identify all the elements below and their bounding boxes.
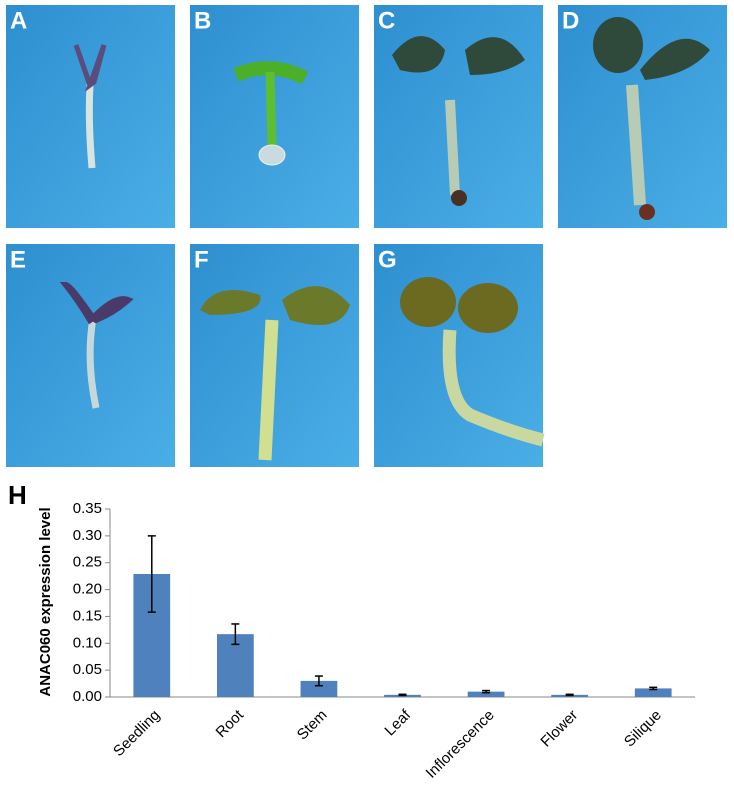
x-tick-label: Stem — [294, 707, 331, 744]
photo-c — [374, 5, 543, 228]
y-tick-label: 0.25 — [73, 554, 102, 571]
panel-label: C — [378, 7, 395, 34]
x-tick-label: Flower — [537, 707, 581, 751]
error-bar — [649, 686, 658, 691]
photo-e — [6, 244, 175, 467]
panel-label: H — [8, 480, 27, 510]
error-bar — [565, 693, 574, 697]
y-axis-label: ANAC060 expression level — [37, 507, 54, 696]
error-bar — [482, 689, 491, 694]
bar — [300, 680, 338, 697]
panel-label: F — [194, 246, 209, 273]
error-bar — [314, 675, 323, 687]
panel-label: D — [562, 7, 579, 34]
y-tick-label: 0.10 — [73, 634, 102, 651]
x-tick-label: Silique — [621, 707, 665, 751]
y-tick-label: 0.20 — [73, 581, 102, 598]
error-bar — [398, 693, 407, 697]
x-tick-label: Leaf — [381, 706, 414, 739]
y-tick-label: 0.30 — [73, 527, 102, 544]
bar — [467, 691, 505, 697]
y-tick-label: 0.05 — [73, 661, 102, 678]
x-tick-label: Seedling — [110, 707, 163, 760]
y-tick-label: 0.00 — [73, 688, 102, 705]
error-bar — [231, 623, 240, 646]
x-tick-label: Root — [213, 706, 248, 741]
panel-label: E — [10, 246, 26, 273]
x-tick-label: Inflorescence — [423, 707, 498, 782]
bar — [634, 688, 672, 697]
y-tick-label: 0.35 — [73, 500, 102, 517]
panel-label: G — [378, 246, 397, 273]
panel-label: B — [194, 7, 211, 34]
photo-a — [6, 5, 175, 228]
photo-f — [190, 244, 359, 467]
y-tick-label: 0.15 — [73, 607, 102, 624]
photo-d — [558, 5, 727, 228]
photo-b — [190, 5, 359, 228]
panel-label: A — [10, 7, 27, 34]
error-bar — [147, 535, 156, 613]
photo-g — [374, 244, 545, 467]
